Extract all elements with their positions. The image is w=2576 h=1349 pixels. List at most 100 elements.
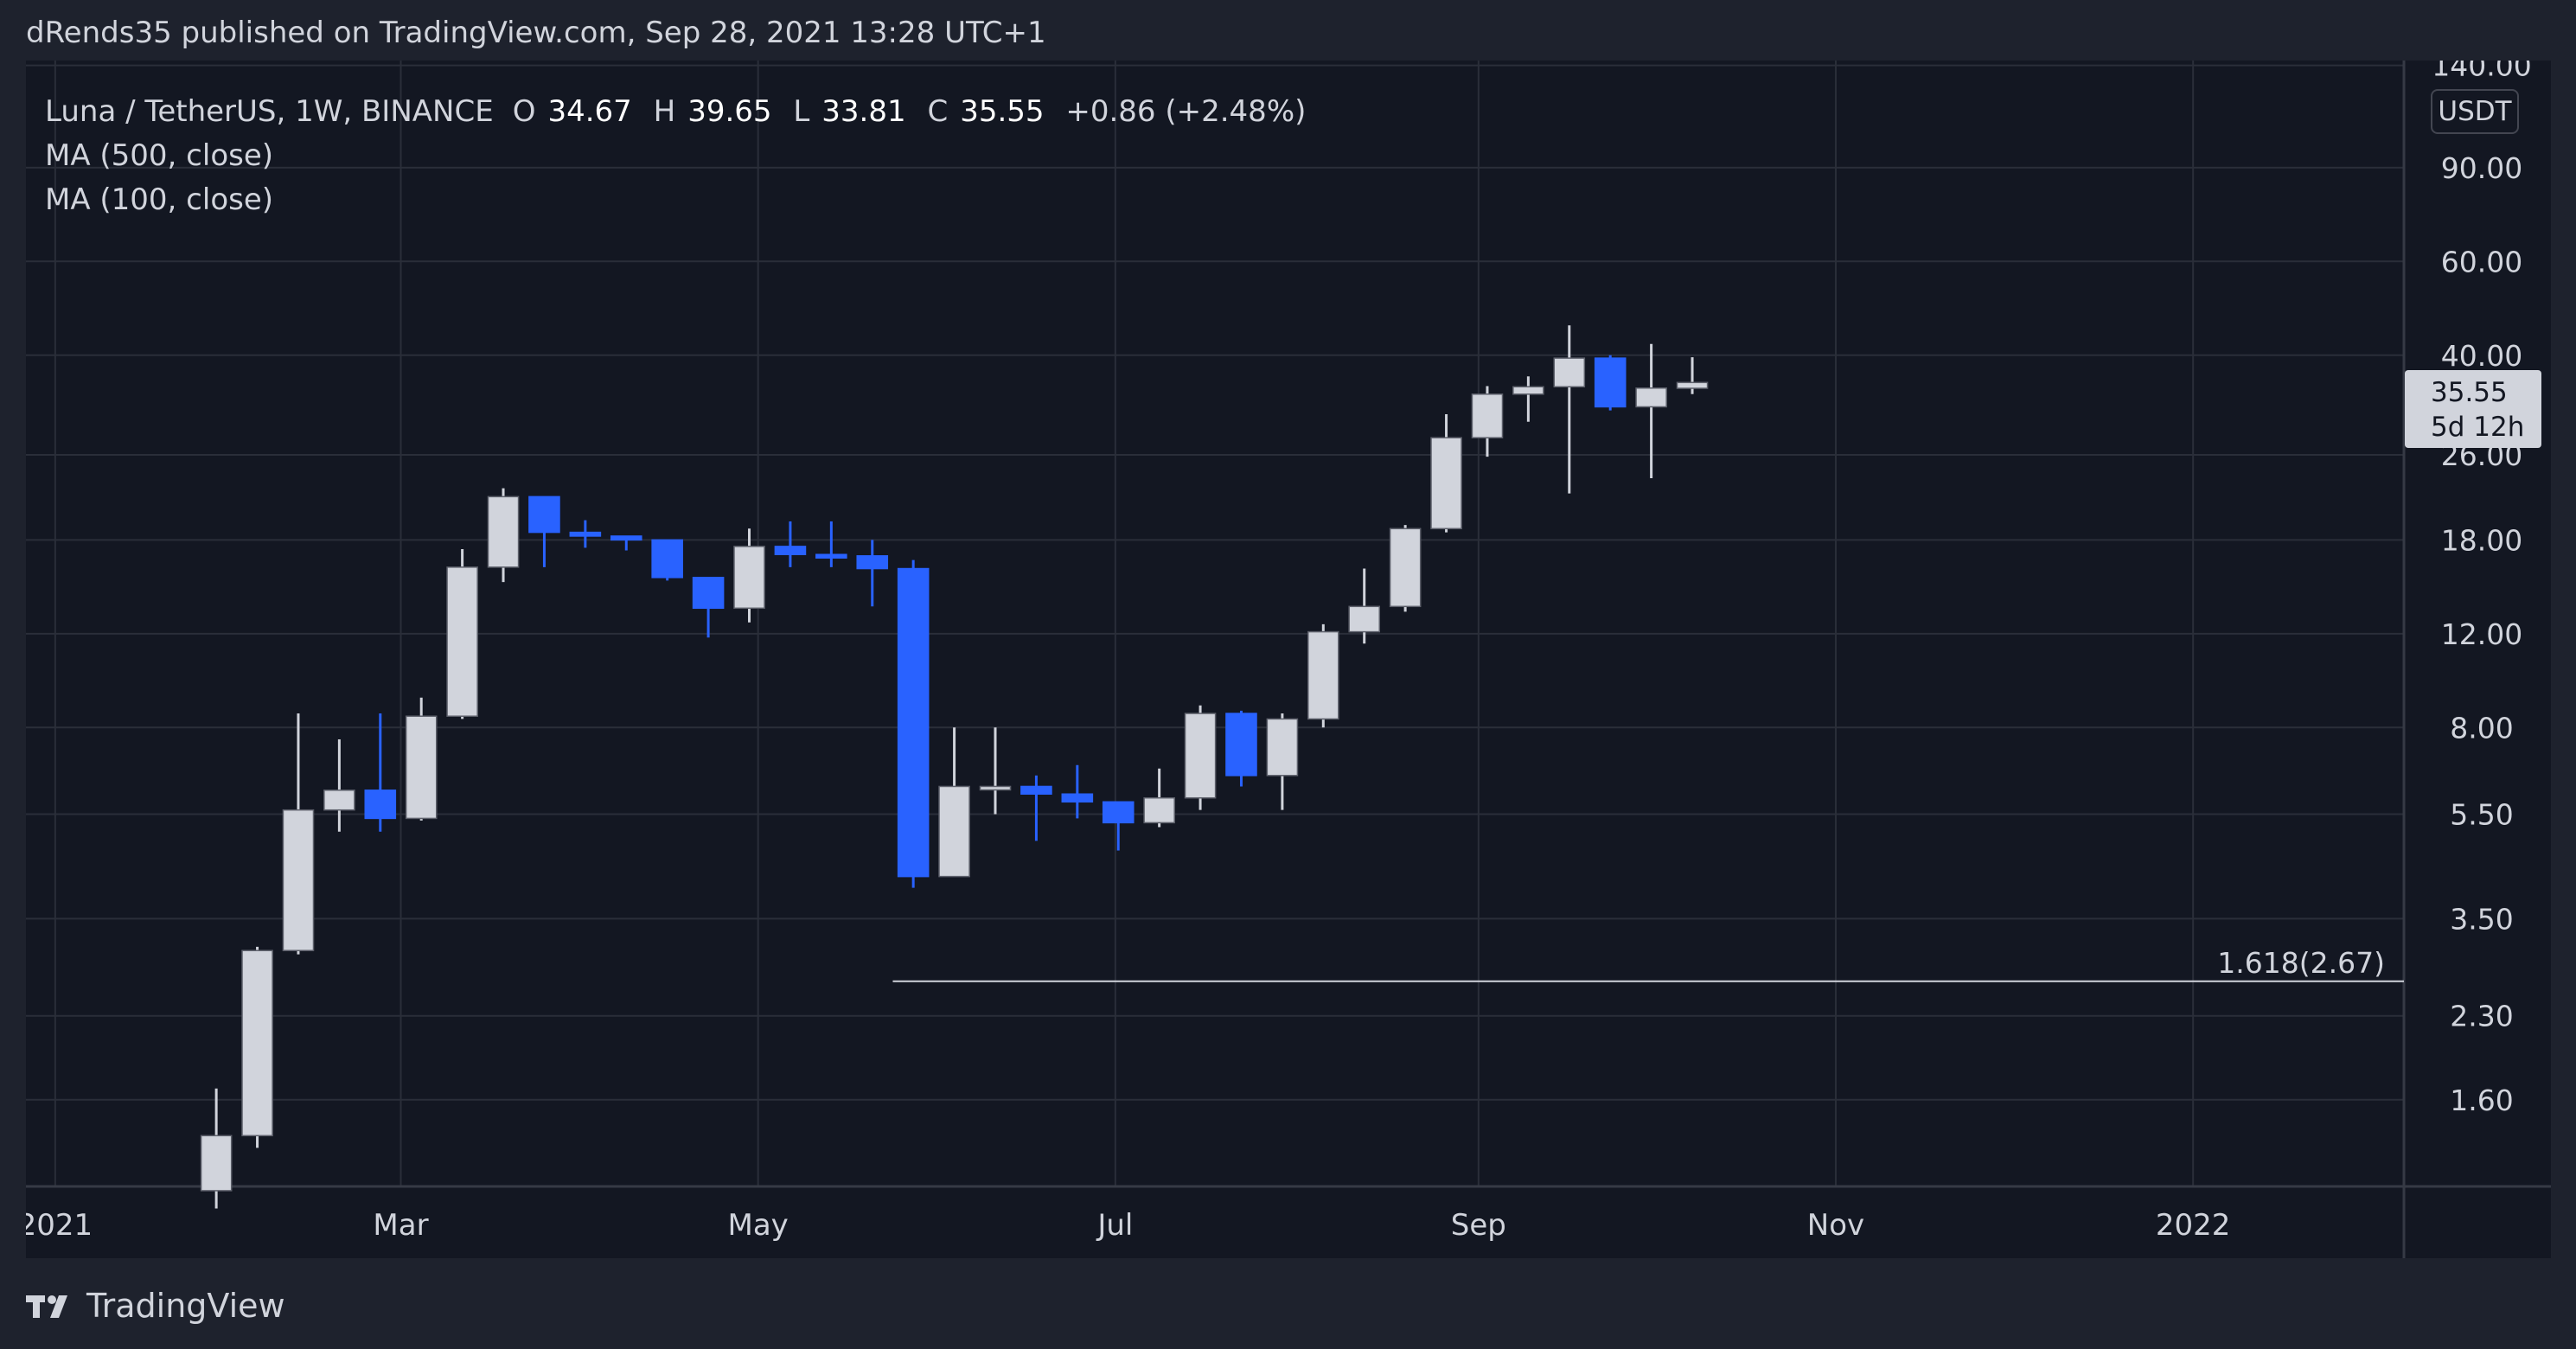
candle[interactable] [938,727,970,878]
high-value: H 39.65 [653,94,772,129]
candle[interactable] [1594,355,1627,411]
candle-body [1143,796,1175,824]
candle-body [651,539,683,579]
candle[interactable] [774,521,807,567]
footer-brand[interactable]: TradingView [26,1287,285,1325]
price-axis-label: 5.50 [2450,797,2513,831]
price-axis-label: 2.30 [2450,1000,2513,1033]
indicator-ma-500[interactable]: MA (500, close) [45,138,274,173]
symbol-title: Luna / TetherUS, 1W, BINANCE [45,94,494,129]
candle-body [282,809,315,951]
candle-body [610,535,642,541]
currency-label[interactable]: USDT [2431,89,2519,134]
candle-body [1184,713,1217,799]
candle-body [446,566,478,717]
price-axis-label: 140.00 [2432,61,2531,83]
candle-body [1430,437,1462,530]
candle-body [1553,357,1586,388]
price-axis-label: 60.00 [2441,245,2522,278]
time-axis-label: Sep [1451,1208,1506,1243]
candle[interactable] [1512,376,1544,422]
footer-brand-label: TradingView [86,1287,285,1325]
candle[interactable] [856,540,889,607]
candle[interactable] [364,713,397,832]
publisher-attribution: dRends35 published on TradingView.com, S… [26,16,1046,50]
candle[interactable] [1635,343,1667,479]
price-axis-label: 1.60 [2450,1084,2513,1117]
candle[interactable] [610,535,642,551]
candle-body [692,577,725,610]
candle[interactable] [1471,386,1504,457]
candle-body [815,553,847,559]
open-value: O 34.67 [512,94,632,129]
candle[interactable] [1061,764,1094,819]
time-axis-label: Mar [373,1208,428,1243]
candle-body [1102,801,1135,824]
candle-body [1266,718,1299,777]
candle-body [405,715,438,820]
candle[interactable] [282,713,315,955]
candle[interactable] [1143,768,1175,828]
candle-body [774,546,807,555]
candle[interactable] [528,495,560,567]
candle[interactable] [323,738,355,832]
candle[interactable] [405,697,438,821]
candle[interactable] [1676,357,1709,394]
candle[interactable] [1184,705,1217,810]
candle[interactable] [651,539,683,581]
time-axis-label: Jul [1096,1208,1133,1243]
low-value: L 33.81 [793,94,906,129]
candle[interactable] [692,577,725,638]
indicator-ma-100[interactable]: MA (100, close) [45,182,274,217]
candle-body [733,546,765,610]
candle[interactable] [1266,713,1299,810]
fib-extension-label: 1.618(2.67) [2217,946,2385,980]
candle-body [1635,387,1667,408]
candle-body [1225,713,1257,777]
candle[interactable] [1389,525,1422,612]
candle-body [1512,386,1544,395]
candle[interactable] [241,946,273,1148]
candlestick-chart[interactable]: 2021 Mar May Jul Sep Nov 2022 1.60 2.30 3.50 5.50 8… [26,61,2551,1258]
symbol-legend-row[interactable]: Luna / TetherUS, 1W, BINANCE O 34.67 H 39.… [45,90,1318,134]
price-axis-label: 40.00 [2441,339,2522,373]
candle[interactable] [897,559,930,888]
candle-body [1471,393,1504,438]
candle-body [1307,630,1339,720]
candle-body [1389,527,1422,608]
candle[interactable] [815,521,847,567]
time-axis-label: 2021 [26,1208,93,1243]
candle[interactable] [733,528,765,623]
candle[interactable] [1225,710,1257,787]
price-axis-label: 90.00 [2441,151,2522,185]
bar-countdown: 5d 12h [2431,412,2525,443]
candle-body [487,495,520,568]
candle-body [241,949,273,1137]
candle[interactable] [487,488,520,583]
chart-legend: Luna / TetherUS, 1W, BINANCE O 34.67 H 39.… [45,90,1318,222]
candle[interactable] [979,727,1012,815]
price-axis-label: 3.50 [2450,902,2513,936]
candle-body [1020,785,1052,795]
ohlc-values: O 34.67 H 39.65 L 33.81 C 35.55 +0.86 (+2.48… [513,90,1319,134]
candle[interactable] [1430,413,1462,533]
candle-body [1348,605,1381,633]
candle-body [856,555,889,570]
candle[interactable] [1020,775,1052,841]
time-axis-label: 2022 [2156,1208,2231,1243]
candle[interactable] [1307,623,1339,728]
candle[interactable] [1102,801,1135,851]
candle[interactable] [446,548,478,719]
candle-body [528,495,560,534]
change-value: +0.86 (+2.48%) [1065,94,1307,129]
candle[interactable] [200,1088,233,1209]
tradingview-logo-icon [26,1295,67,1318]
candle-body [1061,793,1094,803]
candle-body [1594,357,1627,408]
candle-body [1676,381,1709,389]
candle-body [569,531,602,537]
candle[interactable] [1348,568,1381,644]
candle[interactable] [1553,325,1586,494]
candle[interactable] [569,520,602,548]
price-axis-label: 18.00 [2441,523,2522,557]
